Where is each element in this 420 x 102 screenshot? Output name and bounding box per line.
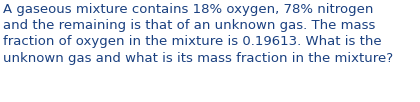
Text: A gaseous mixture contains 18% oxygen, 78% nitrogen
and the remaining is that of: A gaseous mixture contains 18% oxygen, 7… xyxy=(3,3,394,65)
